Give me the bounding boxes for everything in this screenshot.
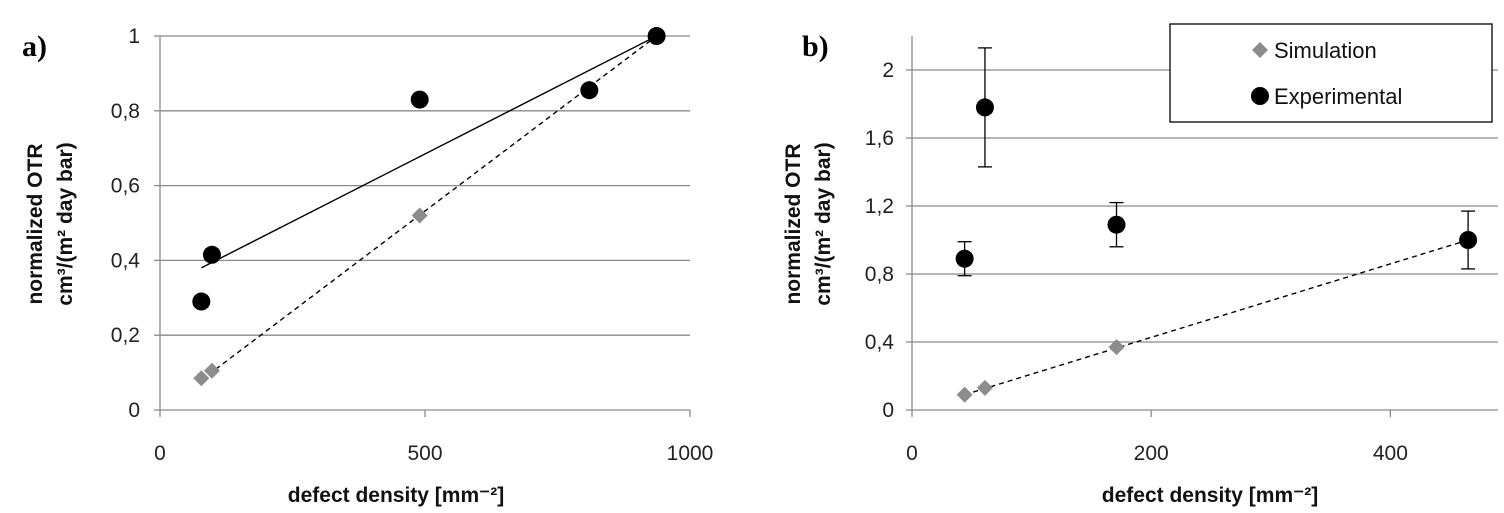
y-tick-label: 1 (128, 25, 140, 48)
experimental-point (1107, 215, 1126, 234)
experimental-point (410, 90, 429, 109)
experimental-point (975, 98, 994, 117)
simulation-point (1108, 339, 1125, 356)
legend-experimental-marker (1251, 87, 1269, 105)
experimental-point (647, 27, 666, 45)
simulation-point (976, 379, 993, 396)
simulation-point (411, 207, 428, 224)
y-tick-label: 0,2 (111, 324, 140, 347)
y-axis-label-line2: cm³/(m² day bar) (54, 142, 77, 305)
y-axis-label-line2: cm³/(m² day bar) (812, 142, 835, 305)
y-tick-label: 2 (882, 59, 894, 82)
x-axis-label: defect density [mm⁻²] (1102, 484, 1318, 507)
y-tick-label: 0,4 (111, 249, 141, 272)
x-tick-label: 200 (1134, 442, 1169, 465)
legend-label-simulation: Simulation (1274, 38, 1377, 63)
y-tick-label: 0,8 (111, 100, 140, 123)
trendline-experimental (201, 35, 657, 269)
experimental-point (192, 292, 211, 311)
experimental-point (955, 249, 974, 268)
legend: Simulation Experimental (1169, 23, 1493, 123)
chart-panel-a: 0 0,2 0,4 0,6 0,8 1 0 500 1000 defect density [mm… (22, 25, 713, 507)
x-tick-label: 0 (154, 442, 166, 465)
x-axis-label: defect density [mm⁻²] (288, 484, 504, 507)
experimental-point (1459, 231, 1478, 249)
experimental-point (202, 245, 221, 264)
simulation-point (203, 362, 220, 379)
y-axis-label-line1: normalized OTR (782, 143, 805, 304)
y-tick-label: 0 (128, 399, 140, 422)
x-tick-label: 1000 (667, 442, 714, 465)
chart-panel-b: 0 0,4 0,8 1,2 1,6 2 0 200 400 defect density [mm⁻… (782, 23, 1498, 507)
panel-label: b) (802, 30, 829, 63)
y-tick-label: 0 (882, 399, 894, 422)
panel-label: a) (22, 30, 47, 63)
simulation-point (193, 370, 210, 387)
y-axis-label-line1: normalized OTR (24, 143, 47, 304)
legend-simulation-marker (1252, 42, 1268, 58)
y-tick-label: 0,8 (865, 263, 894, 286)
y-tick-label: 1,6 (865, 127, 894, 150)
legend-box (1169, 23, 1493, 123)
legend-label-experimental: Experimental (1274, 84, 1402, 109)
x-tick-label: 0 (906, 442, 918, 465)
simulation-point (956, 386, 973, 403)
y-tick-label: 1,2 (865, 195, 894, 218)
trendline-simulation (964, 239, 1469, 396)
x-tick-label: 500 (407, 442, 442, 465)
y-tick-label: 0,6 (111, 175, 140, 198)
y-tick-label: 0,4 (865, 331, 895, 354)
experimental-point (580, 81, 599, 100)
x-tick-label: 400 (1373, 442, 1408, 465)
